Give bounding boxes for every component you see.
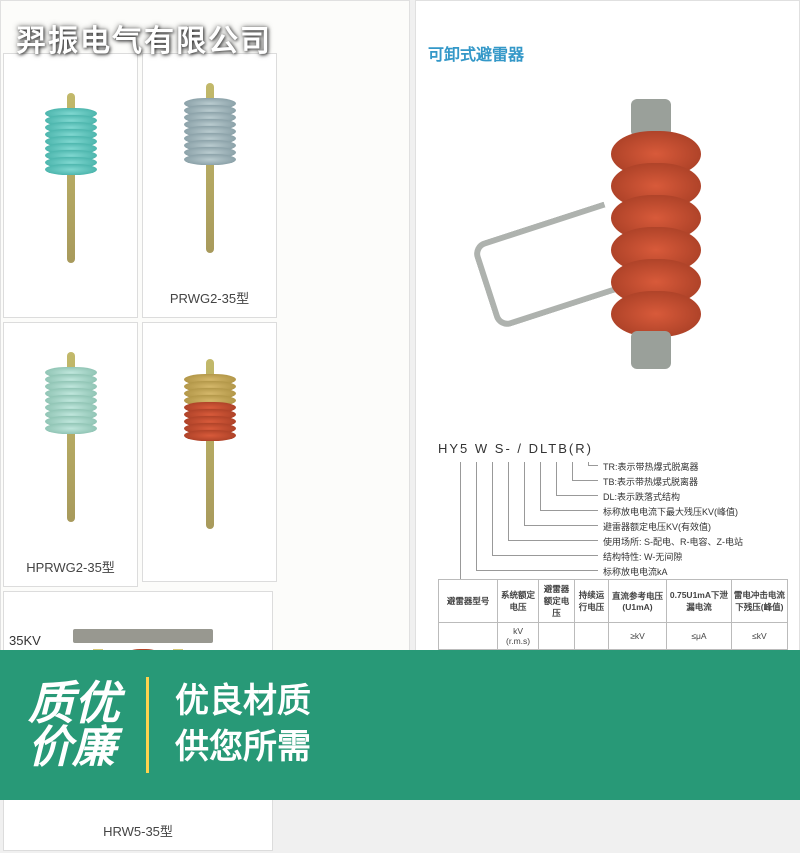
footer-right-line2: 供您所需 [175,725,311,771]
code-diagram: HY5 W S- / DLTB(R) TR:表示带热爆式脱离器 TB:表示带热爆式… [438,441,778,602]
arr-table-unit: ≤μA [667,623,732,650]
product-image [4,54,137,301]
product-image [4,323,137,551]
arr-table-unit: ≤kV [731,623,787,650]
arrester-hero-image [461,71,761,431]
arr-table-unit [575,623,609,650]
code-breakdown-label: 标称放电电流kA [603,565,668,578]
arr-table-unit [439,623,498,650]
code-breakdown-label: 避雷器额定电压KV(有效值) [603,520,711,533]
code-breakdown-label: DL:表示跌落式结构 [603,490,680,503]
arr-table-unit [538,623,574,650]
arr-table-head: 持续运行电压 [575,580,609,623]
code-breakdown-label: 标称放电电流下最大残压KV(峰值) [603,505,738,518]
footer-left-big: 质优 [28,680,120,726]
arr-table-unit: kV (r.m.s) [498,623,539,650]
product-cell [3,53,138,318]
product-image [143,54,276,282]
brand-watermark: 羿振电气有限公司 [16,16,272,60]
arr-table-head: 0.75U1mA下泄漏电流 [667,580,732,623]
arr-table-head: 雷电冲击电流下残压(峰值) [731,580,787,623]
footer-left: 质优 价廉 [28,680,120,770]
product-label: PRWG2-35型 [170,282,249,317]
product-cell: PRWG2-35型 [142,53,277,318]
product-image [143,323,276,565]
arr-table-head: 避雷器额定电压 [538,580,574,623]
product-label: HRW5-35型 [103,815,173,850]
code-breakdown-label: TR:表示带热爆式脱离器 [603,460,699,473]
arr-table-unit: ≥kV [608,623,666,650]
code-main-text: HY5 W S- / DLTB(R) [438,441,593,456]
product-cell: HPRWG2-35型 [3,322,138,587]
footer-left-small: 价廉 [28,726,120,770]
arr-table-head: 避雷器型号 [439,580,498,623]
code-breakdown-label: 结构特性: W-无间隙 [603,550,682,563]
footer-bar: 质优 价廉 优良材质 供您所需 [0,650,800,800]
footer-right: 优良材质 供您所需 [175,679,311,771]
code-main: HY5 W S- / DLTB(R) [438,441,778,456]
footer-divider [146,677,149,773]
code-breakdown-label: TB:表示带热爆式脱离器 [603,475,698,488]
arr-table-head: 直流参考电压 (U1mA) [608,580,666,623]
product-cell [142,322,277,582]
code-breakdown-label: 使用场所: S-配电、R-电容、Z-电站 [603,535,743,548]
section-title: 可卸式避雷器 [428,41,524,65]
arr-table-head: 系统额定电压 [498,580,539,623]
product-label: HPRWG2-35型 [26,551,115,586]
footer-right-line1: 优良材质 [175,679,311,725]
